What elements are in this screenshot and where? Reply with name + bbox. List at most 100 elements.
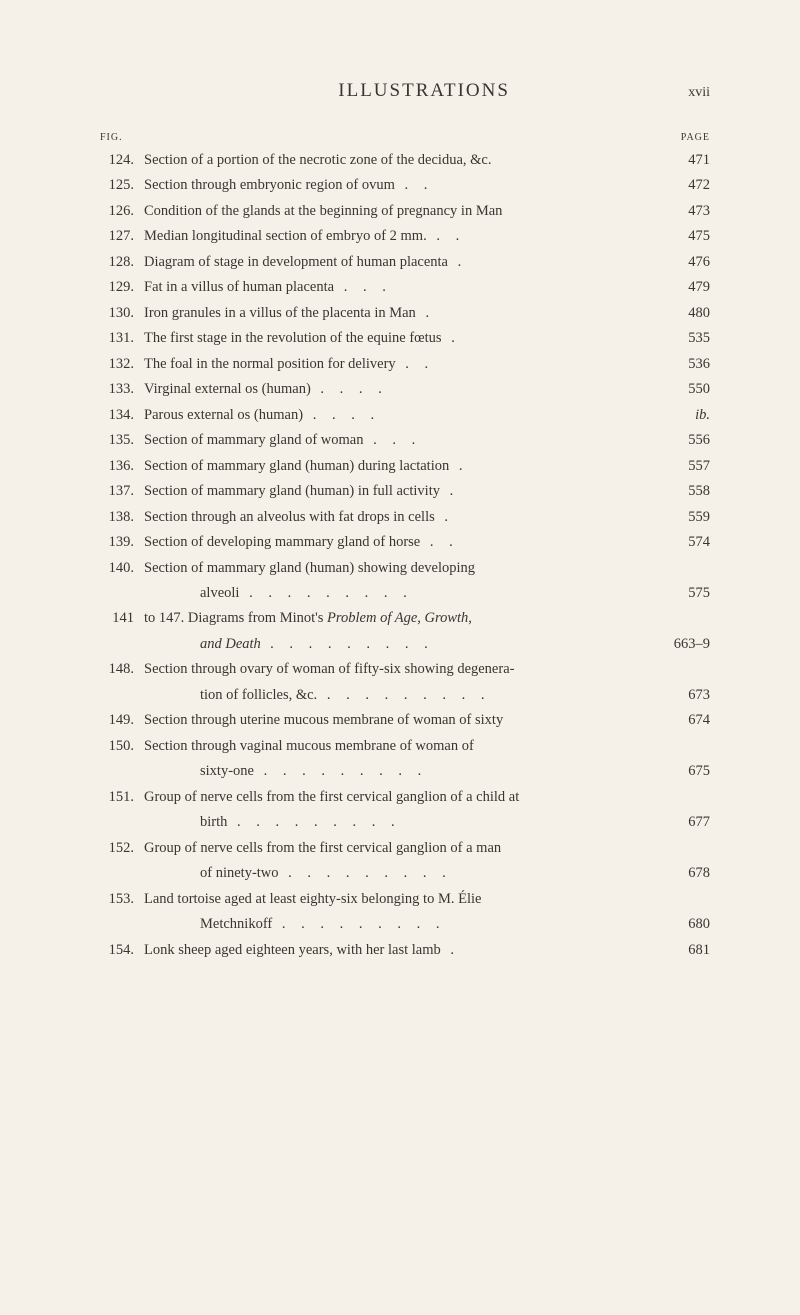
entry-number: 128. [100,251,138,273]
illustration-entry: 136.Section of mammary gland (human) dur… [100,455,710,477]
entry-page: 674 [654,709,710,731]
entry-number: 150. [100,735,138,757]
entry-number: 140. [100,557,138,579]
entry-text: Land tortoise aged at least eighty-six b… [138,888,654,910]
entry-number: 126. [100,200,138,222]
entry-text: Section through an alveolus with fat dro… [138,506,654,528]
entry-page: ib. [654,404,710,426]
illustration-entry: 148.Section through ovary of woman of fi… [100,658,710,680]
entry-continuation: and Death . . . . . . . . .663–9 [100,633,710,655]
entry-text: Section of developing mammary gland of h… [138,531,654,553]
entry-page: 475 [654,225,710,247]
continuation-page: 678 [654,862,710,884]
leader-dots: . . . . . . . . . [254,763,427,779]
entry-number: 132. [100,353,138,375]
leader-dots: . . [395,177,434,193]
entry-text: Parous external os (human) . . . . [138,404,654,426]
illustration-entry: 141to 147. Diagrams from Minot's Problem… [100,607,710,629]
illustration-entry: 127.Median longitudinal section of embry… [100,225,710,247]
illustration-entry: 153.Land tortoise aged at least eighty-s… [100,888,710,910]
leader-dots: . . [396,356,435,372]
leader-dots: . [435,509,454,525]
leader-dots: . [416,305,435,321]
entry-number: 130. [100,302,138,324]
entry-text: Condition of the glands at the beginning… [138,200,654,222]
illustration-entry: 134.Parous external os (human) . . . .ib… [100,404,710,426]
illustration-entry: 139.Section of developing mammary gland … [100,531,710,553]
entry-number: 131. [100,327,138,349]
entry-text: Median longitudinal section of embryo of… [138,225,654,247]
entry-text: Section through embryonic region of ovum… [138,174,654,196]
entry-page: 480 [654,302,710,324]
header-title: ILLUSTRATIONS [100,80,688,102]
entry-continuation: tion of follicles, &c. . . . . . . . . .… [100,684,710,706]
entry-number: 154. [100,939,138,961]
leader-dots: . [441,942,460,958]
entry-number: 153. [100,888,138,910]
entry-text: Section of mammary gland (human) in full… [138,480,654,502]
entry-page: 536 [654,353,710,375]
leader-dots: . . [420,534,459,550]
entry-number: 137. [100,480,138,502]
illustration-entry: 124.Section of a portion of the necrotic… [100,149,710,171]
leader-dots: . [448,254,467,270]
entry-page: 681 [654,939,710,961]
illustration-entry: 154.Lonk sheep aged eighteen years, with… [100,939,710,961]
illustration-entry: 150.Section through vaginal mucous membr… [100,735,710,757]
entry-page: 535 [654,327,710,349]
leader-dots: . . . . . . . . . [317,687,490,703]
continuation-text: Metchnikoff . . . . . . . . . [200,913,654,935]
entry-number: 148. [100,658,138,680]
entry-text: Section of mammary gland (human) showing… [138,557,654,579]
leader-dots: . . . . . . . . . [227,814,400,830]
illustration-entry: 151.Group of nerve cells from the first … [100,786,710,808]
entry-text: Fat in a villus of human placenta . . . [138,276,654,298]
leader-dots: . . [427,228,466,244]
entry-number: 127. [100,225,138,247]
entry-number: 135. [100,429,138,451]
illustration-entry: 140.Section of mammary gland (human) sho… [100,557,710,579]
entry-page: 574 [654,531,710,553]
leader-dots: . . . . [311,381,388,397]
continuation-page: 575 [654,582,710,604]
leader-dots: . [442,330,461,346]
entry-page: 473 [654,200,710,222]
leader-dots: . [449,458,468,474]
leader-dots: . . . . . . . . . [279,865,452,881]
entry-continuation: birth . . . . . . . . .677 [100,811,710,833]
continuation-text: of ninety-two . . . . . . . . . [200,862,654,884]
entry-text: Virginal external os (human) . . . . [138,378,654,400]
entry-number: 139. [100,531,138,553]
illustration-entry: 149.Section through uterine mucous membr… [100,709,710,731]
entry-number: 151. [100,786,138,808]
continuation-text: sixty-one . . . . . . . . . [200,760,654,782]
entry-text: to 147. Diagrams from Minot's Problem of… [138,607,654,629]
entry-text: The first stage in the revolution of the… [138,327,654,349]
illustration-entry: 128.Diagram of stage in development of h… [100,251,710,273]
entry-text: Section of mammary gland of woman . . . [138,429,654,451]
leader-dots: . . . . . . . . . [239,585,412,601]
entry-page: 471 [654,149,710,171]
col-label-page: PAGE [681,132,710,143]
entry-number: 125. [100,174,138,196]
continuation-page: 663–9 [654,633,710,655]
entry-page: 559 [654,506,710,528]
entry-continuation: alveoli . . . . . . . . .575 [100,582,710,604]
continuation-page: 673 [654,684,710,706]
leader-dots: . . . . [303,407,380,423]
continuation-page: 675 [654,760,710,782]
entry-text: Group of nerve cells from the first cerv… [138,837,654,859]
illustration-entry: 131.The first stage in the revolution of… [100,327,710,349]
leader-dots: . . . [334,279,392,295]
leader-dots: . . . . . . . . . [261,636,434,652]
leader-dots: . . . [363,432,421,448]
continuation-text: birth . . . . . . . . . [200,811,654,833]
column-labels: FIG. PAGE [100,132,710,143]
illustration-entry: 132.The foal in the normal position for … [100,353,710,375]
entry-page: 557 [654,455,710,477]
entry-continuation: Metchnikoff . . . . . . . . .680 [100,913,710,935]
entry-number: 124. [100,149,138,171]
entry-page: 472 [654,174,710,196]
illustration-entry: 138.Section through an alveolus with fat… [100,506,710,528]
entry-text: The foal in the normal position for deli… [138,353,654,375]
